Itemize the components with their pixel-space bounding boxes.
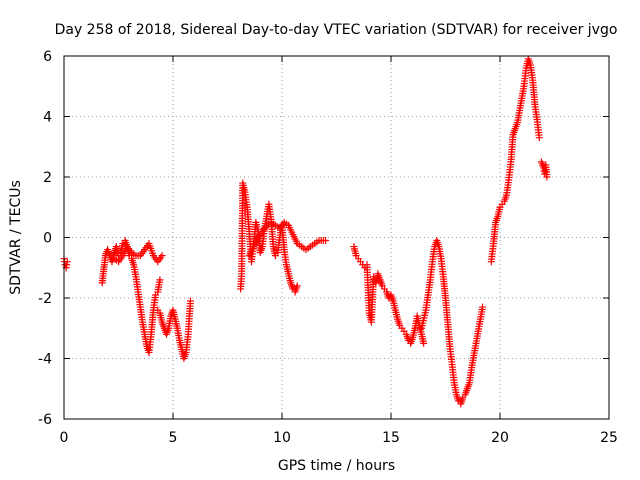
x-tick-label: 15 <box>382 430 400 446</box>
series-s9 <box>487 55 543 266</box>
data-point <box>322 237 330 245</box>
data-point <box>543 173 551 181</box>
y-tick-label: 6 <box>43 49 52 65</box>
data-points <box>60 55 551 408</box>
x-tick-label: 5 <box>169 430 178 446</box>
data-point <box>156 276 164 284</box>
data-point <box>63 258 71 266</box>
y-tick-label: -2 <box>38 291 52 307</box>
x-tick-label: 20 <box>491 430 509 446</box>
y-tick-label: 4 <box>43 110 52 126</box>
data-point <box>158 252 166 260</box>
series-s2 <box>98 237 164 356</box>
x-tick-label: 10 <box>273 430 291 446</box>
series-s5 <box>237 179 301 296</box>
x-tick-label: 25 <box>600 430 618 446</box>
data-point <box>293 282 301 290</box>
y-tick-label: -4 <box>38 352 52 368</box>
x-tick-label: 0 <box>60 430 69 446</box>
series-s6 <box>245 218 330 260</box>
data-point <box>420 339 428 347</box>
data-point <box>535 134 543 142</box>
y-tick-label: 0 <box>43 231 52 247</box>
series-s3 <box>110 240 166 266</box>
series-s1 <box>60 255 71 272</box>
series-s7 <box>350 243 428 347</box>
data-point <box>186 297 194 305</box>
y-tick-label: -6 <box>38 412 52 428</box>
series-s10 <box>537 158 551 181</box>
axis-ticks: 0 5 10 15 20 25 -6 -4 -2 0 2 4 6 <box>38 49 618 446</box>
grid <box>64 56 609 419</box>
series-s4 <box>154 297 194 362</box>
chart-title: Day 258 of 2018, Sidereal Day-to-day VTE… <box>55 22 618 38</box>
x-axis-label: GPS time / hours <box>278 458 395 474</box>
y-tick-label: 2 <box>43 170 52 186</box>
data-point <box>479 303 487 311</box>
y-axis-label: SDTVAR / TECUs <box>8 180 24 295</box>
series-s8 <box>418 237 487 408</box>
